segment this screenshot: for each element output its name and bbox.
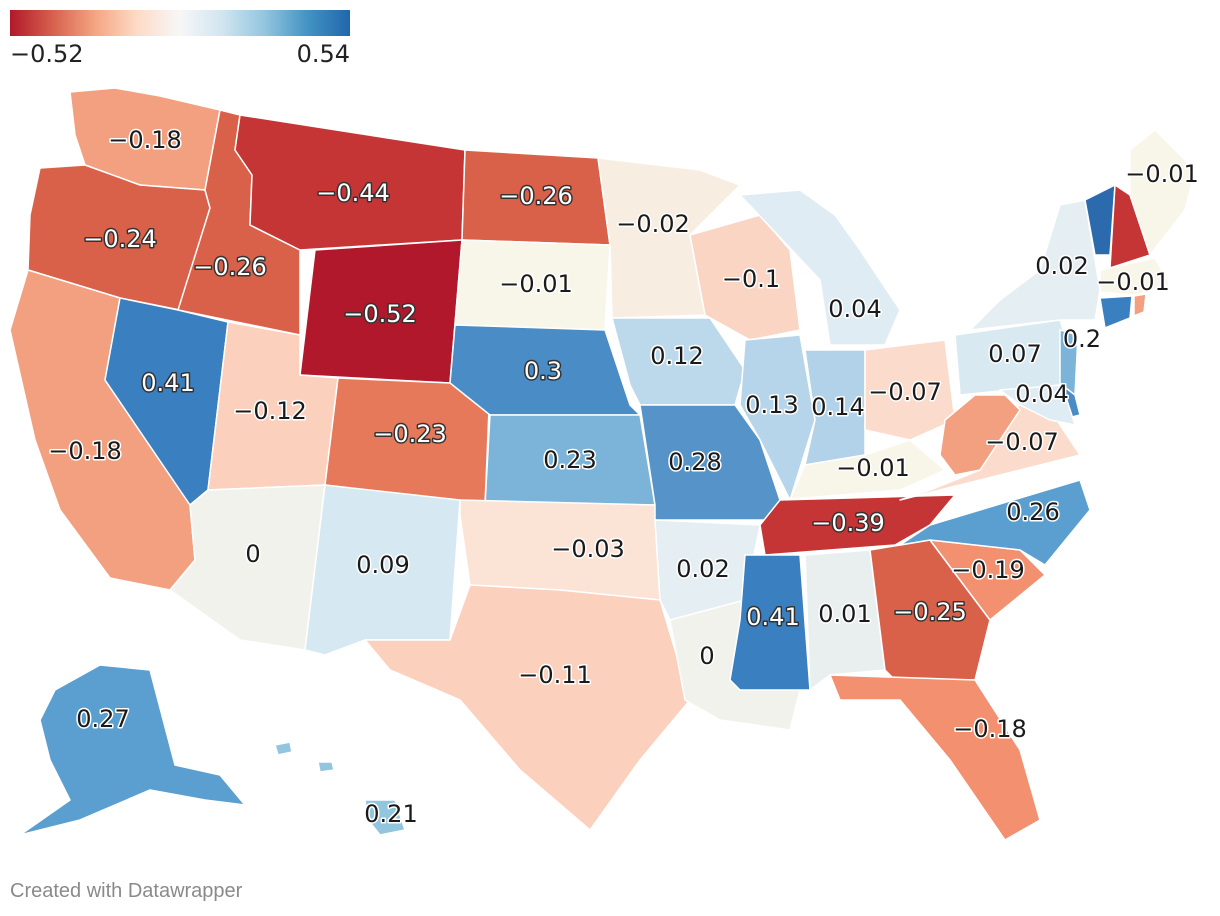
state-al[interactable]: [804, 549, 886, 691]
state-label-ak: 0.27: [76, 705, 129, 733]
state-label-wy: −0.52: [343, 300, 417, 328]
state-label-al: 0.01: [818, 600, 871, 628]
state-label-nm: 0.09: [356, 551, 409, 579]
state-label-mn: −0.02: [616, 210, 690, 238]
credit-text[interactable]: Created with Datawrapper: [10, 880, 243, 902]
state-ak[interactable]: [19, 664, 246, 836]
legend-max-label: 0.54: [296, 40, 350, 68]
state-co[interactable]: [324, 377, 491, 506]
state-value-labels: −0.18 −0.24 −0.18 −0.26 0.41 −0.44 −0.52 −0.12 0…: [47, 125, 1201, 830]
state-label-nc: 0.26: [1006, 498, 1059, 526]
state-label-hi: 0.21: [364, 800, 417, 828]
state-label-sc: −0.19: [951, 556, 1025, 584]
state-me[interactable]: [1129, 129, 1196, 256]
state-label-id: −0.26: [193, 253, 267, 281]
state-label-ny: 0.02: [1035, 252, 1088, 280]
state-label-va: −0.07: [985, 428, 1059, 456]
state-oh[interactable]: [864, 339, 956, 441]
state-label-mt: −0.44: [316, 179, 390, 207]
state-label-wa: −0.18: [108, 126, 182, 154]
state-label-az: 0: [245, 540, 260, 568]
state-label-me: −0.01: [1125, 160, 1199, 188]
state-label-wi: −0.1: [722, 265, 780, 293]
state-label-pa: 0.07: [988, 340, 1041, 368]
state-ma[interactable]: [1099, 257, 1171, 296]
state-label-ms: 0.41: [746, 603, 799, 631]
state-label-mo: 0.28: [668, 448, 721, 476]
state-mi[interactable]: [739, 189, 901, 346]
state-ct[interactable]: [1099, 295, 1133, 329]
state-label-ia: 0.12: [650, 342, 703, 370]
state-nc[interactable]: [899, 479, 1091, 566]
state-label-il: 0.13: [745, 391, 798, 419]
state-label-tn: −0.39: [811, 509, 885, 537]
state-label-la: 0: [699, 642, 714, 670]
legend-min-label: −0.52: [10, 40, 84, 68]
state-label-or: −0.24: [83, 225, 157, 253]
state-label-in: 0.14: [811, 393, 864, 421]
state-ms[interactable]: [729, 554, 811, 691]
state-ri[interactable]: [1133, 293, 1147, 317]
state-tx[interactable]: [364, 584, 691, 831]
state-label-nj: 0.2: [1063, 325, 1101, 353]
state-label-ga: −0.25: [893, 598, 967, 626]
state-label-ut: −0.12: [233, 397, 307, 425]
state-shapes: [9, 87, 1196, 841]
state-label-md: 0.04: [1015, 380, 1068, 408]
state-label-nd: −0.26: [499, 182, 573, 210]
state-md[interactable]: [999, 384, 1076, 426]
state-label-ma: −0.01: [1096, 268, 1170, 296]
state-label-ca: −0.18: [48, 437, 122, 465]
state-label-ne: 0.3: [524, 357, 562, 385]
state-label-ar: 0.02: [676, 555, 729, 583]
state-label-tx: −0.11: [518, 661, 592, 689]
state-label-nv: 0.41: [141, 369, 194, 397]
state-label-oh: −0.07: [868, 378, 942, 406]
state-wv[interactable]: [939, 394, 1021, 476]
color-legend: −0.52 0.54: [10, 10, 350, 68]
state-label-sd: −0.01: [499, 270, 573, 298]
state-label-ks: 0.23: [543, 446, 596, 474]
state-label-ky: −0.01: [836, 454, 910, 482]
state-label-ok: −0.03: [551, 535, 625, 563]
legend-gradient-bar: [10, 10, 350, 36]
state-fl[interactable]: [829, 674, 1041, 841]
state-ky[interactable]: [779, 439, 946, 501]
state-label-mi: 0.04: [828, 295, 881, 323]
state-label-co: −0.23: [373, 420, 447, 448]
state-vt[interactable]: [1084, 184, 1116, 256]
state-label-fl: −0.18: [953, 715, 1027, 743]
state-hi[interactable]: [274, 741, 406, 836]
